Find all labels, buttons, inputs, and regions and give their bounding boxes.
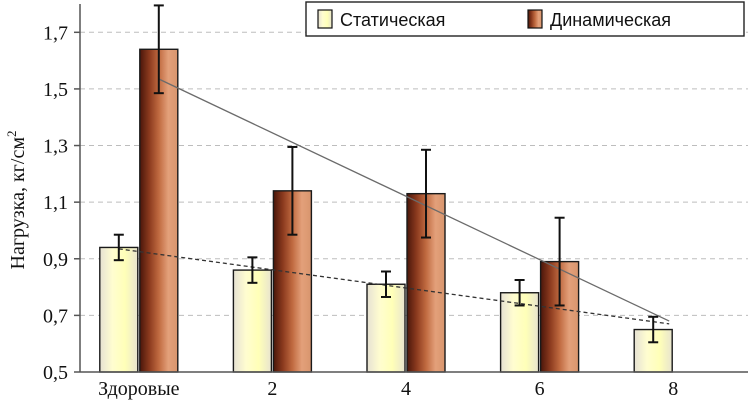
error-bar <box>514 279 525 307</box>
legend-item: Статическая <box>317 9 445 30</box>
legend-box <box>305 1 745 37</box>
x-tick-label: Здоровые <box>98 378 180 400</box>
trendline-static <box>118 248 670 325</box>
x-tick-label: 8 <box>668 378 678 400</box>
trendline-dynamic <box>158 78 670 322</box>
axes <box>74 4 748 373</box>
trendlines <box>118 78 670 325</box>
legend-label: Динамическая <box>550 10 671 30</box>
error-bar <box>421 148 431 239</box>
error-bars <box>113 4 659 344</box>
legend-swatch <box>317 9 333 29</box>
y-tick-labels: 0,5 0,7 0,9 1,1 1,3 1,5 1,7 <box>43 22 68 384</box>
y-tick-label: 1,5 <box>43 79 68 101</box>
bars <box>99 48 673 373</box>
error-bar <box>287 145 298 236</box>
y-tick-label: 1,3 <box>43 136 68 158</box>
bar-dynamic <box>139 48 179 373</box>
error-bar <box>381 270 391 298</box>
x-tick-labels: Здоровые 2 4 6 8 <box>98 378 678 400</box>
x-tick-label: 4 <box>401 378 411 400</box>
y-tick-label: 0,9 <box>43 249 68 271</box>
legend-item: Динамическая <box>527 9 671 30</box>
x-tick-label: 2 <box>267 378 277 400</box>
y-tick-label: 0,5 <box>43 362 68 384</box>
bar-static <box>99 246 139 373</box>
error-bar <box>247 256 258 284</box>
y-tick-label: 0,7 <box>43 305 68 327</box>
legend: Статическая Динамическая <box>305 1 745 37</box>
y-axis-label: Нагрузка, кг/см2 <box>4 131 29 270</box>
error-bar <box>113 233 124 262</box>
error-bar <box>153 4 164 95</box>
legend-label: Статическая <box>340 10 445 30</box>
x-tick-label: 6 <box>535 378 545 400</box>
bar-static <box>232 269 273 373</box>
legend-swatch <box>527 9 543 29</box>
y-tick-label: 1,7 <box>43 22 68 44</box>
y-axis-label-text: Нагрузка, кг/см <box>7 137 29 270</box>
error-bar <box>648 315 659 344</box>
y-tick-label: 1,1 <box>43 192 68 214</box>
error-bar <box>554 216 565 307</box>
bar-dynamic <box>539 260 580 373</box>
y-axis-label-superscript: 2 <box>4 131 19 138</box>
